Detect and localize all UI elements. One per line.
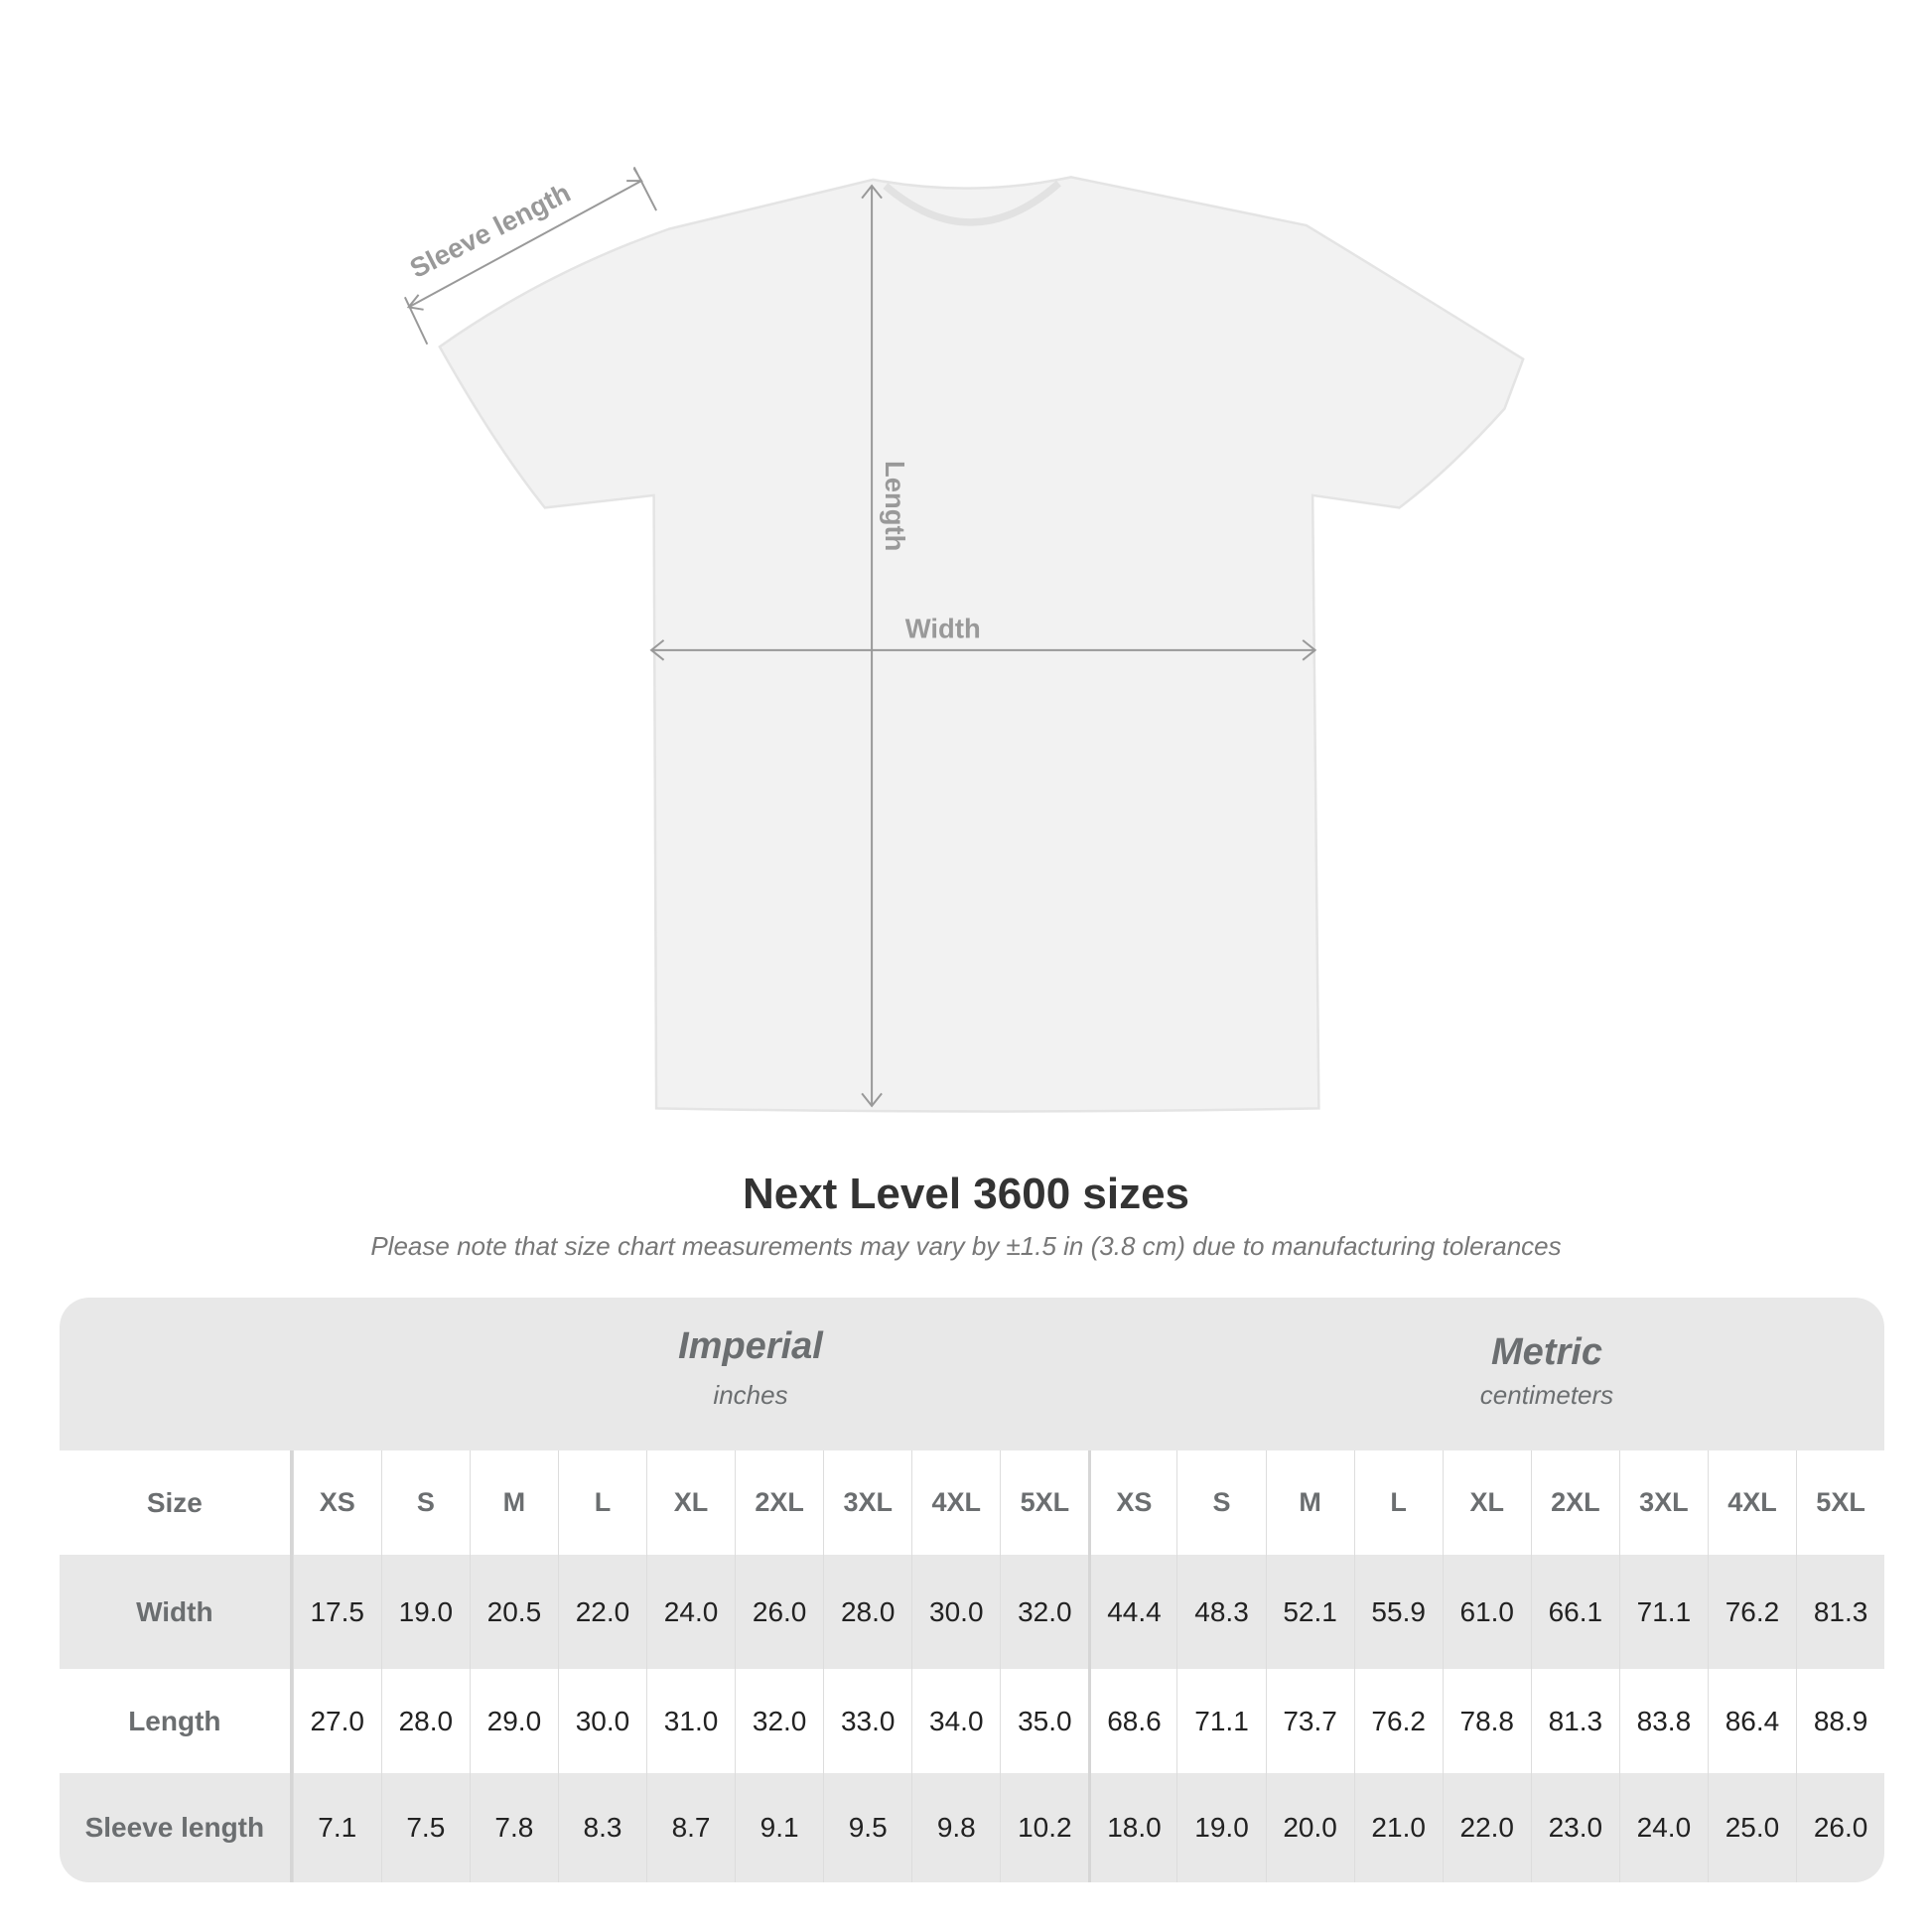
measurement-cell: 83.8 (1618, 1669, 1708, 1773)
measurement-cell: 29.0 (469, 1669, 558, 1773)
row-label: Width (60, 1555, 293, 1669)
measurement-cell: 28.0 (380, 1669, 470, 1773)
measurement-cell: 24.0 (646, 1555, 735, 1669)
imperial-title: Imperial (678, 1325, 823, 1367)
measurement-cell: 66.1 (1530, 1555, 1619, 1669)
measurement-cell: 8.7 (646, 1773, 735, 1882)
measurement-cell: 7.8 (469, 1773, 558, 1882)
size-header-row: Size XS S M L XL 2XL 3XL 4XL 5XL XS S M L XL 2XL 3XL 4XL 5… (60, 1450, 1884, 1555)
measurement-cell: 30.0 (557, 1669, 646, 1773)
size-header-cell: 5XL (1796, 1450, 1884, 1555)
measurement-cell: 71.1 (1618, 1555, 1708, 1669)
measurement-cell: 68.6 (1088, 1669, 1176, 1773)
measurement-cell: 26.0 (1796, 1773, 1884, 1882)
measurement-cell: 22.0 (557, 1555, 646, 1669)
measurement-cell: 25.0 (1707, 1773, 1796, 1882)
tshirt-shape (438, 176, 1525, 1113)
measurement-cell: 30.0 (911, 1555, 1000, 1669)
size-header-cell: XL (646, 1450, 735, 1555)
measurement-cell: 34.0 (911, 1669, 1000, 1773)
size-header-cell: 3XL (1618, 1450, 1708, 1555)
measurement-cell: 81.3 (1530, 1669, 1619, 1773)
measurement-cell: 24.0 (1618, 1773, 1708, 1882)
size-header-cell: M (1265, 1450, 1354, 1555)
measurement-cell: 22.0 (1442, 1773, 1531, 1882)
measurement-cell: 9.5 (823, 1773, 911, 1882)
measurement-cell: 76.2 (1707, 1555, 1796, 1669)
tshirt-diagram: Sleeve length Length Width (403, 166, 1525, 1113)
measurement-cell: 26.0 (735, 1555, 823, 1669)
measurement-cell: 48.3 (1176, 1555, 1265, 1669)
measurement-cell: 73.7 (1265, 1669, 1354, 1773)
size-header-cell: L (1353, 1450, 1443, 1555)
length-label: Length (880, 461, 910, 551)
measurement-cell: 86.4 (1707, 1669, 1796, 1773)
size-header-cell: XS (292, 1450, 381, 1555)
measurement-cell: 7.1 (292, 1773, 381, 1882)
measurement-cell: 8.3 (557, 1773, 646, 1882)
table-row: Length 27.0 28.0 29.0 30.0 31.0 32.0 33.0 34.0 35… (60, 1669, 1884, 1773)
size-header-cell: XS (1088, 1450, 1176, 1555)
measurement-cell: 88.9 (1796, 1669, 1884, 1773)
row-label: Sleeve length (60, 1773, 293, 1882)
size-header-cell: 4XL (1707, 1450, 1796, 1555)
measurement-cell: 76.2 (1353, 1669, 1443, 1773)
imperial-header: Imperial inches (352, 1298, 1149, 1478)
size-header-cell: 2XL (735, 1450, 823, 1555)
measurement-cell: 9.1 (735, 1773, 823, 1882)
measurement-cell: 27.0 (292, 1669, 381, 1773)
table-row: Sleeve length 7.1 7.5 7.8 8.3 8.7 9.1 9.5 9.8 10.… (60, 1773, 1884, 1882)
measurement-cell: 81.3 (1796, 1555, 1884, 1669)
size-table: Imperial inches Metric centimeters Size X… (60, 1298, 1884, 1882)
size-header-cell: 5XL (1000, 1450, 1088, 1555)
measurement-cell: 61.0 (1442, 1555, 1531, 1669)
metric-title: Metric (1491, 1331, 1602, 1373)
measurement-cell: 10.2 (1000, 1773, 1088, 1882)
tolerance-note: Please note that size chart measurements… (370, 1231, 1562, 1261)
measurement-cell: 17.5 (292, 1555, 381, 1669)
sleeve-arrow (408, 180, 642, 309)
width-label: Width (905, 613, 981, 643)
measurement-cell: 7.5 (380, 1773, 470, 1882)
measurement-cell: 44.4 (1088, 1555, 1176, 1669)
measurement-cell: 31.0 (646, 1669, 735, 1773)
metric-header: Metric centimeters (1149, 1298, 1884, 1484)
measurement-cell: 9.8 (911, 1773, 1000, 1882)
size-header-cell: 4XL (911, 1450, 1000, 1555)
imperial-unit: inches (713, 1380, 788, 1410)
measurement-cell: 33.0 (823, 1669, 911, 1773)
page-title: Next Level 3600 sizes (742, 1170, 1190, 1218)
measurement-cell: 18.0 (1088, 1773, 1176, 1882)
row-label: Length (60, 1669, 293, 1773)
measurement-cell: 23.0 (1530, 1773, 1619, 1882)
measurement-cell: 78.8 (1442, 1669, 1531, 1773)
measurement-cell: 52.1 (1265, 1555, 1354, 1669)
measurement-cell: 19.0 (1176, 1773, 1265, 1882)
size-header-cell: 2XL (1530, 1450, 1619, 1555)
measurement-cell: 32.0 (1000, 1555, 1088, 1669)
table-row: Width 17.5 19.0 20.5 22.0 24.0 26.0 28.0 30.0 32.… (60, 1555, 1884, 1669)
measurement-cell: 20.0 (1265, 1773, 1354, 1882)
size-header-cell: 3XL (823, 1450, 911, 1555)
size-header-cell: L (557, 1450, 646, 1555)
measurement-cell: 35.0 (1000, 1669, 1088, 1773)
measurement-cell: 32.0 (735, 1669, 823, 1773)
size-header-cell: S (380, 1450, 470, 1555)
measurement-cell: 20.5 (469, 1555, 558, 1669)
measurement-cell: 19.0 (380, 1555, 470, 1669)
measurement-cell: 71.1 (1176, 1669, 1265, 1773)
measurement-cell: 21.0 (1353, 1773, 1443, 1882)
measurement-cell: 55.9 (1353, 1555, 1443, 1669)
measurement-cell: 28.0 (823, 1555, 911, 1669)
size-header-cell: XL (1442, 1450, 1531, 1555)
row-label: Size (60, 1450, 293, 1555)
size-header-cell: S (1176, 1450, 1265, 1555)
metric-unit: centimeters (1479, 1380, 1614, 1410)
size-header-cell: M (469, 1450, 558, 1555)
